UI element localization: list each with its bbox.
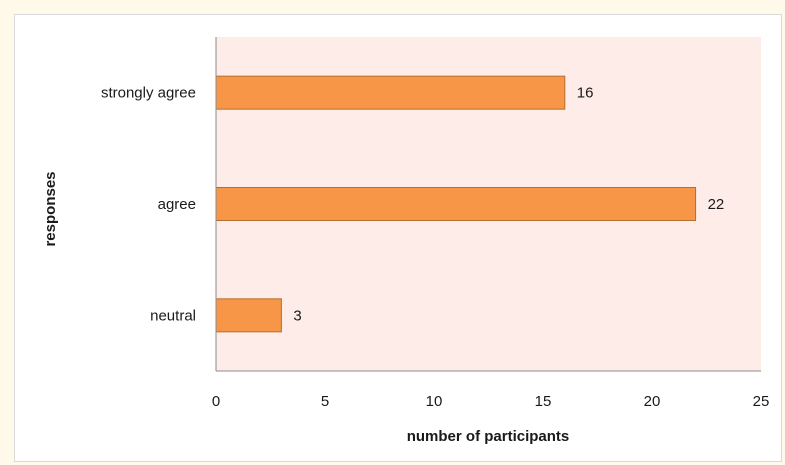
x-tick-label-5: 5	[321, 393, 329, 410]
data-label-agree: 22	[708, 196, 725, 213]
bar-agree	[215, 187, 697, 221]
y-tick-label-neutral: neutral	[150, 307, 196, 324]
x-axis-title: number of participants	[407, 428, 570, 445]
x-tick-label-10: 10	[426, 393, 443, 410]
x-tick-label-25: 25	[753, 393, 770, 410]
data-labels-group: 16 22 3	[293, 85, 724, 325]
bars-group	[215, 75, 697, 333]
x-tick-label-15: 15	[535, 393, 552, 410]
y-tick-label-strongly-agree: strongly agree	[101, 85, 196, 102]
y-axis-title: responses	[42, 171, 59, 246]
x-tick-label-20: 20	[644, 393, 661, 410]
y-tick-label-agree: agree	[158, 196, 196, 213]
data-label-strongly-agree: 16	[577, 85, 594, 102]
bar-strongly-agree	[215, 75, 566, 110]
data-label-neutral: 3	[293, 307, 301, 324]
y-category-labels: strongly agree agree neutral	[101, 85, 196, 325]
bar-neutral	[215, 298, 282, 333]
x-tick-labels: 0 5 10 15 20 25	[212, 393, 770, 410]
x-tick-label-0: 0	[212, 393, 220, 410]
